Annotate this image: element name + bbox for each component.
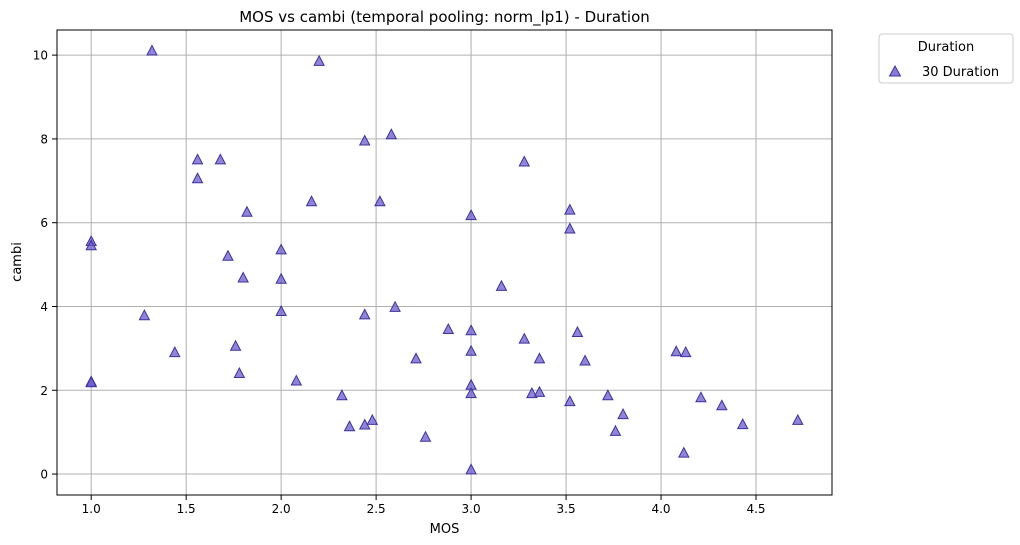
data-point-triangle [518,155,531,167]
data-point-triangle [533,385,546,397]
x-tick-label: 3.0 [462,502,481,516]
data-point-triangle [313,54,325,66]
data-point-triangle [410,352,422,364]
y-tick-label: 2 [40,384,48,398]
data-point-triangle [358,418,371,430]
data-point-triangle [138,309,151,321]
data-point-triangle [275,304,287,317]
data-point-triangle [465,344,477,356]
data-point-triangle [191,172,204,184]
data-point-triangle [85,239,98,251]
data-point-triangle [695,391,707,403]
y-tick-label: 4 [40,300,48,314]
y-tick-label: 10 [33,49,48,63]
data-point-triangle [495,279,508,291]
data-point-triangle [336,389,348,401]
data-point-triangle [571,325,584,337]
legend-entry-label: 30 Duration [922,65,999,80]
data-point-triangle [579,354,591,366]
data-point-triangle [564,222,576,234]
x-axis-ticks: 1.0 1.5 2.0 2.5 3.0 3.5 4.0 4.5 [82,495,766,516]
data-point-triangle [617,407,629,420]
data-point-triangle [191,153,204,165]
legend-marker-icon [888,64,902,77]
data-point-triangle [385,128,398,140]
data-point-triangle [419,430,432,442]
data-point-triangle [389,300,401,312]
y-axis-ticks: 0 2 4 6 8 10 [33,49,57,482]
data-point-triangle [736,418,749,430]
data-point-triangle [442,322,455,335]
data-point-triangle [609,424,622,436]
chart-title: MOS vs cambi (temporal pooling: norm_lp1… [239,8,650,27]
data-point-triangle [146,44,158,56]
x-tick-label: 1.5 [177,502,196,516]
y-tick-label: 0 [40,468,48,482]
data-point-triangle [716,399,728,411]
grid [57,30,832,495]
data-point-triangle [533,352,546,364]
x-tick-label: 4.5 [746,502,765,516]
data-point-triangle [275,272,287,284]
y-tick-label: 6 [40,216,48,230]
y-tick-label: 8 [40,132,48,146]
legend-box [878,33,1014,84]
data-point-triangle [465,463,477,475]
legend: Duration 30 Duration [878,33,1014,84]
data-point-triangle [564,203,576,215]
data-point-triangle [602,389,614,401]
data-point-triangle [237,271,249,283]
data-point-triangle [214,153,227,165]
x-tick-label: 1.0 [82,502,101,516]
data-point-triangle [233,366,246,379]
data-point-triangle [374,195,386,207]
data-point-triangle [670,345,683,357]
plot-frame [56,29,833,496]
data-point-triangle [358,308,371,320]
data-point-triangle [366,413,379,425]
data-point-triangle [791,413,804,425]
data-point-triangle [343,420,356,432]
data-point-triangle [518,332,531,344]
data-point-triangle [678,446,690,458]
data-point-triangle [358,134,371,146]
data-point-triangle [465,387,477,399]
data-point-triangle [564,395,576,407]
data-point-triangle [222,249,234,261]
x-axis-label: MOS [430,522,460,537]
data-point-triangle [168,345,181,358]
data-point-triangle [526,387,538,399]
data-point-triangle [85,376,98,388]
legend-title: Duration [918,40,974,55]
x-tick-label: 3.5 [557,502,576,516]
data-point-triangle [275,243,287,255]
x-tick-label: 2.0 [272,502,291,516]
data-point-triangle [679,345,692,358]
data-point-triangle [465,324,477,336]
x-tick-label: 4.0 [651,502,670,516]
y-axis-label: cambi [10,242,25,282]
data-point-triangle [241,205,253,217]
data-point-triangle [290,374,303,386]
data-points [85,44,804,475]
data-point-triangle [465,209,477,221]
x-tick-label: 2.5 [367,502,386,516]
data-point-triangle [229,339,242,351]
data-point-triangle [305,195,318,207]
